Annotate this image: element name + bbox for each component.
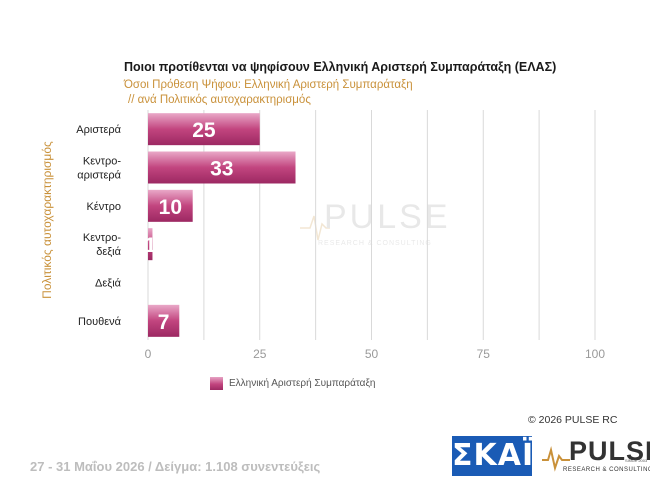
fieldwork-info: 27 - 31 Μαΐου 2026 / Δείγμα: 1.108 συνεν… (30, 459, 321, 474)
chart-legend: Ελληνική Αριστερή Συμπαράταξη (210, 377, 375, 390)
category-label: Αριστερά (76, 124, 121, 136)
category-label: Κεντρο-δεξιά (83, 232, 122, 258)
bar-chart: 25 33 101 7 Αριστερά Κεντρο-αριστερά Κέντρο Κε… (76, 110, 605, 361)
chart-subtitle-2: // ανά Πολιτικός αυτοχαρακτηρισμός (128, 94, 311, 106)
bar (148, 228, 153, 261)
y-axis-label: Πολιτικός αυτοχαρακτηρισμός (40, 141, 54, 299)
data-label: 33 (210, 158, 233, 181)
legend-label: Ελληνική Αριστερή Συμπαράταξη (229, 378, 376, 389)
bar (148, 189, 193, 222)
bar (148, 304, 180, 337)
x-tick-label: 50 (365, 347, 379, 361)
chart-title: Ποιοι προτίθενται να ψηφίσουν Ελληνική Α… (124, 60, 557, 74)
data-label: 1 (144, 234, 156, 257)
chart-subtitle: Όσοι Πρόθεση Ψήφου: Ελληνική Αριστερή Συ… (124, 79, 413, 91)
skai-logo: ΣΚΑΪ (452, 436, 533, 476)
category-label: Κέντρο (87, 201, 121, 213)
legend-swatch (210, 377, 223, 390)
x-tick-label: 0 (145, 347, 152, 361)
category-label: Κεντρο-αριστερά (77, 156, 121, 182)
data-label: 25 (192, 119, 216, 142)
data-label: 7 (158, 311, 170, 334)
bar (148, 113, 260, 146)
bar (148, 151, 296, 184)
category-label: Πουθενά (78, 316, 122, 328)
pulse-logo: PULSE SINCE 2003 RESEARCH & CONSULTING (542, 436, 650, 478)
data-label: 10 (159, 196, 182, 219)
copyright: © 2026 PULSE RC (528, 414, 618, 426)
x-tick-label: 75 (477, 347, 491, 361)
x-tick-label: 100 (585, 347, 605, 361)
category-label: Δεξιά (95, 278, 122, 290)
x-tick-label: 25 (253, 347, 267, 361)
